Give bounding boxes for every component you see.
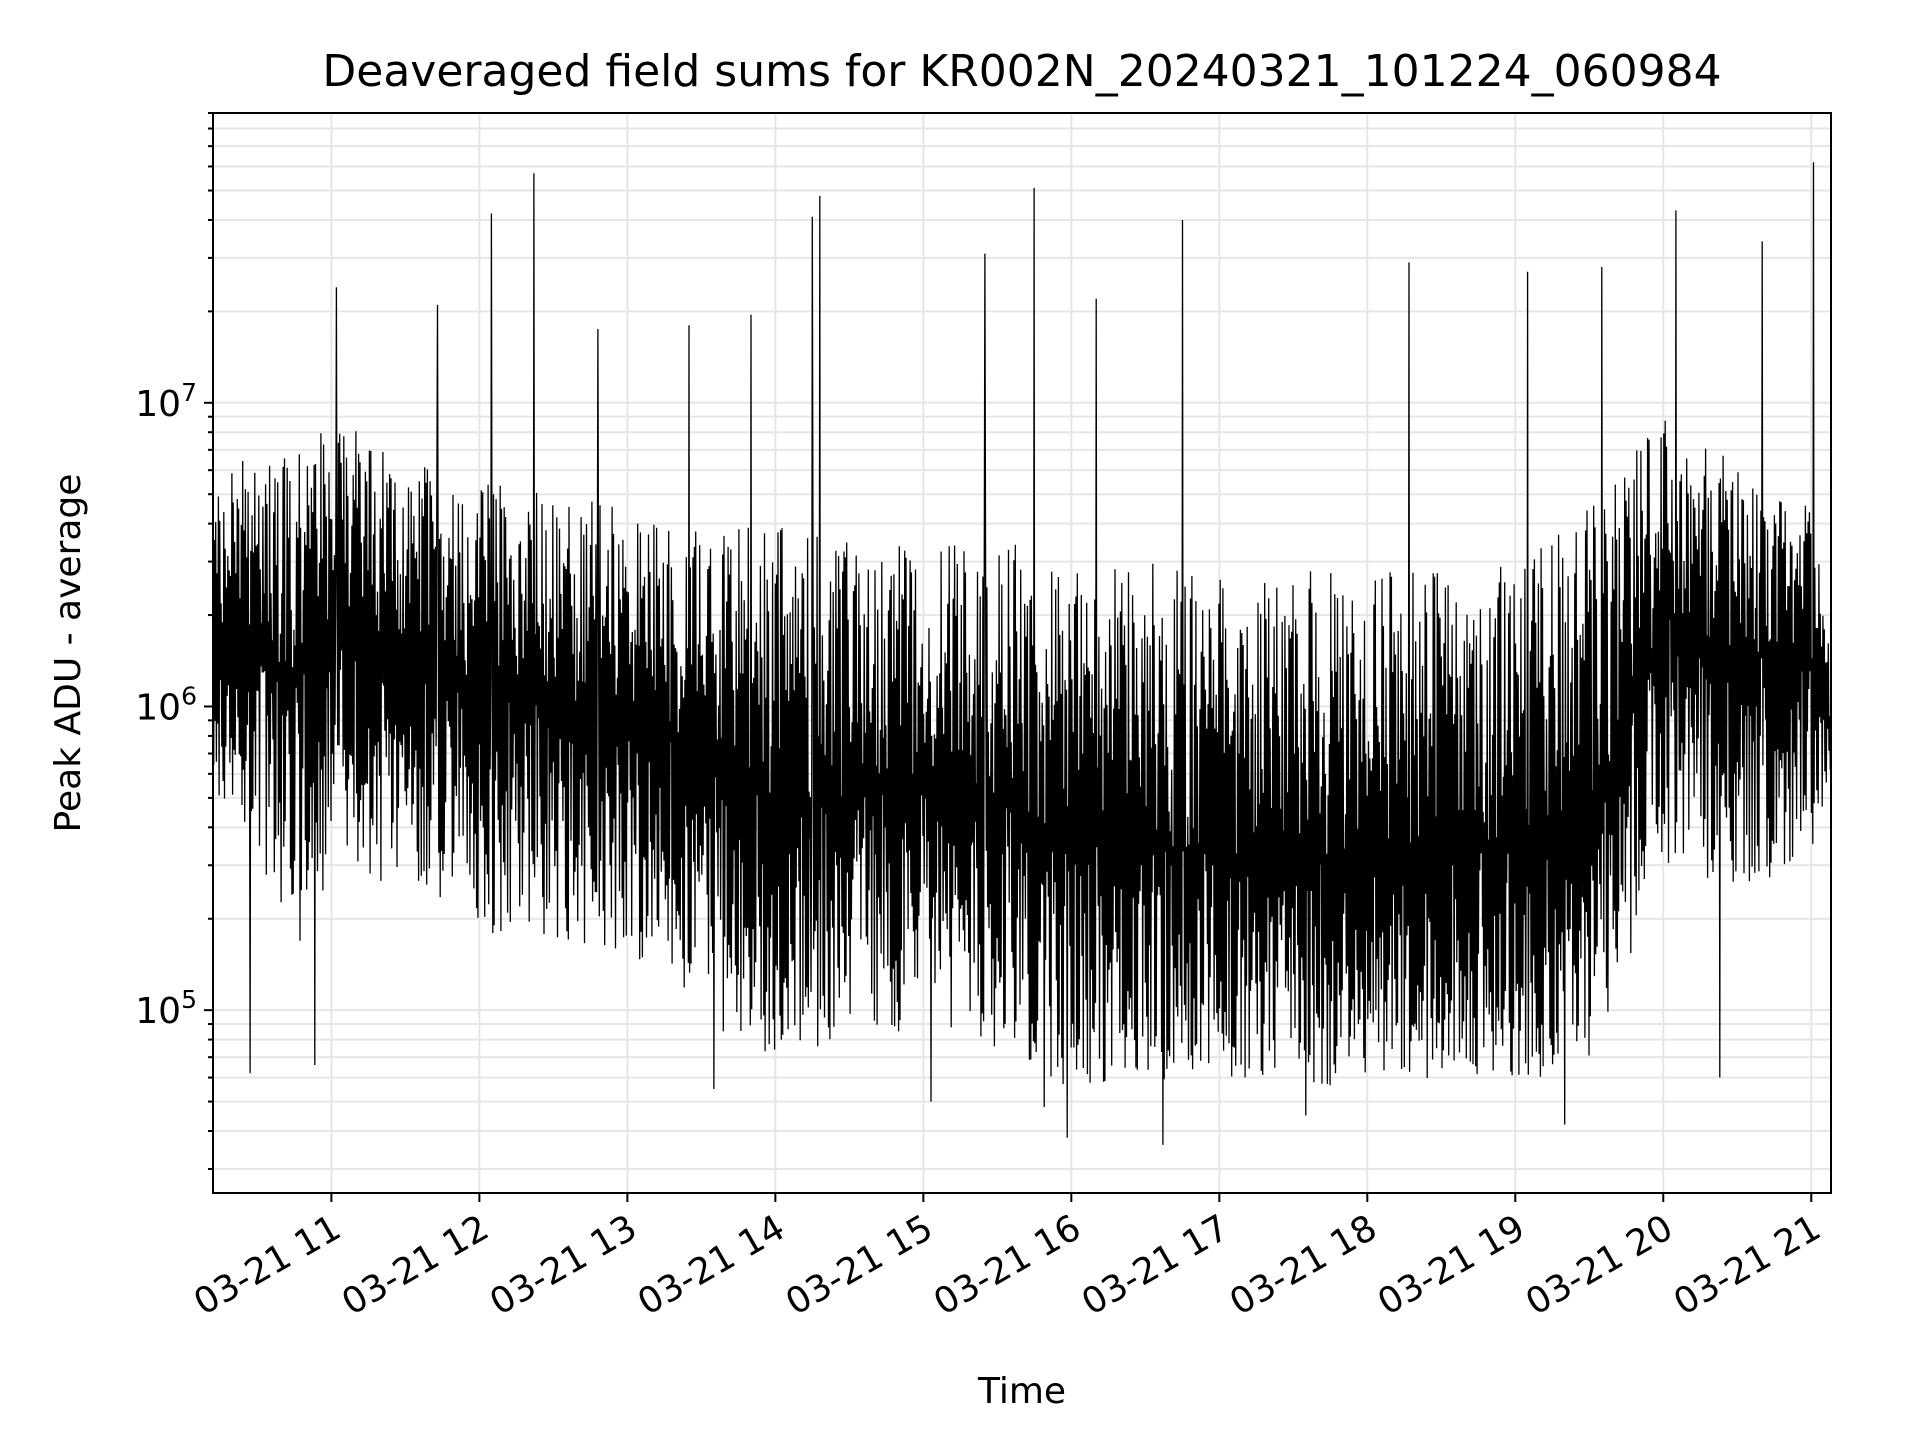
y-tick-label: 105	[135, 985, 197, 1032]
series-line	[212, 162, 1832, 1145]
y-tick-label: 106	[135, 681, 197, 728]
y-tick-label: 107	[135, 378, 197, 425]
plot-area-frame	[212, 112, 1832, 1194]
series-line-group	[212, 162, 1832, 1145]
x-axis-label: Time	[977, 1371, 1066, 1412]
y-axis-label: Peak ADU - average	[48, 474, 89, 833]
chart-title: Deaveraged field sums for KR002N_2024032…	[322, 46, 1721, 97]
